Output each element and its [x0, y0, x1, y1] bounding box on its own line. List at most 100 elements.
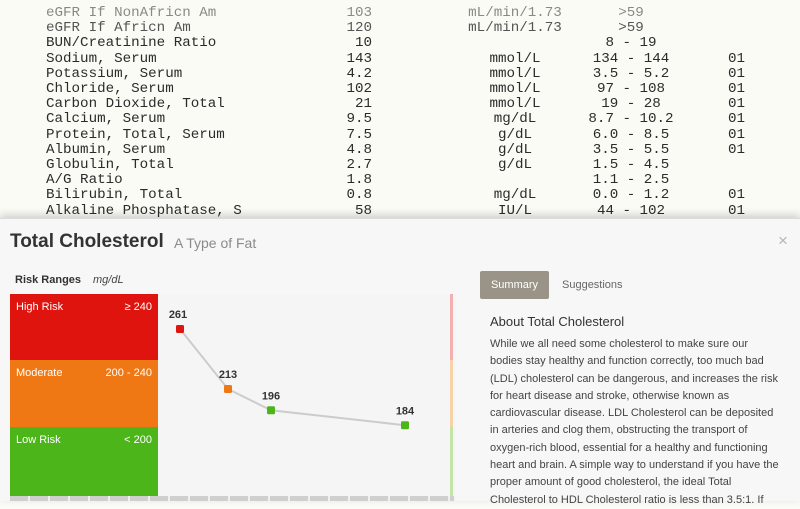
lab-row: Albumin, Serum 4.8 g/dL 3.5 - 5.5 01: [0, 141, 800, 158]
band-label: High Risk: [16, 301, 64, 313]
lab-range: 1.5 - 4.5: [592, 157, 670, 173]
lab-range: 0.0 - 1.2: [592, 187, 670, 204]
high-indicator-strip: [450, 294, 453, 360]
lab-row: Protein, Total, Serum 7.5 g/dL 6.0 - 8.5 01: [0, 126, 800, 143]
lab-value: 10: [354, 35, 372, 52]
tab-suggestions[interactable]: Suggestions: [562, 279, 623, 291]
lab-value: 21: [354, 96, 372, 113]
lab-row: eGFR If NonAfricn Am 103 mL/min/1.73 >59: [0, 5, 800, 21]
lab-range: 44 - 102: [596, 202, 666, 219]
lab-flag: 01: [728, 187, 746, 204]
lab-name: Protein, Total, Serum: [46, 126, 225, 143]
risk-unit-label: mg/dL: [93, 274, 124, 286]
data-point[interactable]: [176, 325, 184, 333]
card-subtitle: A Type of Fat: [174, 235, 257, 251]
lab-unit: IU/L: [497, 202, 533, 219]
card-title: Total Cholesterol: [10, 231, 164, 252]
series-line: [179, 328, 406, 427]
lab-name: Calcium, Serum: [46, 111, 166, 128]
lab-name: Albumin, Serum: [46, 141, 166, 158]
band-moderate: Moderate 200 - 240: [10, 360, 158, 427]
lab-range: >59: [618, 5, 644, 21]
lab-row: Potassium, Serum 4.2 mmol/L 3.5 - 5.2 01: [0, 65, 800, 82]
lab-unit: mmol/L: [489, 65, 541, 82]
lab-value: 103: [346, 5, 372, 21]
lab-unit: g/dL: [497, 157, 533, 173]
about-text: While we all need some cholesterol to ma…: [490, 338, 779, 506]
lab-row: Calcium, Serum 9.5 mg/dL 8.7 - 10.2 01: [0, 111, 800, 128]
cholesterol-chart: 261 213 196 184: [169, 309, 415, 430]
lab-value: 1.8: [346, 172, 372, 189]
lab-value: 102: [346, 81, 372, 97]
lab-unit: mmol/L: [489, 96, 541, 113]
lab-row: eGFR If Africn Am 120 mL/min/1.73 >59: [0, 20, 800, 37]
cholesterol-card: Total Cholesterol A Type of Fat × Risk R…: [0, 218, 800, 506]
data-point[interactable]: [224, 385, 232, 393]
lab-range: 6.0 - 8.5: [592, 126, 670, 143]
lab-unit: mmol/L: [489, 50, 541, 67]
lab-unit: mL/min/1.73: [468, 5, 562, 21]
lab-unit: mg/dL: [493, 111, 537, 128]
lab-row: Carbon Dioxide, Total 21 mmol/L 19 - 28 01: [0, 96, 800, 113]
lab-flag: 01: [728, 141, 746, 158]
data-label: 184: [396, 405, 415, 417]
lab-flag: 01: [728, 111, 746, 128]
band-label: Moderate: [16, 367, 63, 379]
lab-flag: 01: [728, 126, 746, 143]
lab-flag: 01: [728, 96, 746, 113]
lab-range: 3.5 - 5.2: [592, 65, 670, 82]
band-label: Low Risk: [16, 434, 61, 446]
lab-range: 8.7 - 10.2: [588, 111, 674, 128]
lab-value: 4.2: [346, 65, 372, 82]
data-point[interactable]: [267, 406, 275, 415]
lab-unit: mL/min/1.73: [468, 20, 562, 37]
data-label: 261: [169, 309, 187, 321]
lab-name: Alkaline Phosphatase, S: [46, 202, 242, 219]
data-point[interactable]: [401, 421, 409, 430]
lab-range: >59: [618, 20, 644, 37]
lab-flag: 01: [728, 81, 746, 97]
lab-value: 4.8: [346, 141, 372, 158]
data-label: 196: [262, 390, 280, 402]
band-low-risk: Low Risk < 200: [10, 427, 158, 501]
band-range: 200 - 240: [105, 367, 152, 379]
lab-value: 143: [346, 50, 372, 67]
lab-value: 58: [354, 202, 372, 219]
lab-name: Potassium, Serum: [46, 65, 183, 82]
lab-flag: 01: [728, 50, 746, 67]
lab-name: Bilirubin, Total: [46, 187, 183, 204]
lab-value: 2.7: [346, 157, 372, 173]
lab-value: 7.5: [346, 126, 372, 143]
lab-name: A/G Ratio: [46, 172, 123, 189]
band-range: ≥ 240: [124, 301, 152, 313]
lab-name: Sodium, Serum: [46, 50, 157, 67]
lab-range: 8 - 19: [605, 35, 657, 52]
lab-value: 0.8: [346, 187, 372, 204]
risk-ranges-heading: Risk Ranges: [15, 274, 82, 286]
lab-row: Alkaline Phosphatase, S 58 IU/L 44 - 102 01: [0, 202, 800, 219]
tab-summary[interactable]: Summary: [480, 271, 549, 299]
lab-row: BUN/Creatinine Ratio 10 8 - 19: [0, 35, 800, 52]
chart-plot-area: [158, 294, 456, 501]
lab-row: Chloride, Serum 102 mmol/L 97 - 108 01: [0, 81, 800, 97]
lab-range: 1.1 - 2.5: [592, 172, 670, 189]
lab-unit: g/dL: [497, 141, 533, 158]
lab-row: A/G Ratio 1.8 1.1 - 2.5: [0, 172, 800, 189]
lab-flag: 01: [728, 202, 746, 219]
lab-range: 19 - 28: [601, 96, 661, 113]
lab-name: eGFR If NonAfricn Am: [46, 5, 217, 21]
lab-range: 97 - 108: [596, 81, 666, 97]
band-range: < 200: [124, 434, 152, 446]
lab-row: Sodium, Serum 143 mmol/L 134 - 144 01: [0, 50, 800, 67]
lab-unit: g/dL: [497, 126, 533, 143]
band-high-risk: High Risk ≥ 240: [10, 294, 158, 360]
lab-range: 134 - 144: [592, 50, 670, 67]
about-title: About Total Cholesterol: [490, 314, 625, 329]
lab-name: BUN/Creatinine Ratio: [46, 35, 217, 52]
lab-row: Globulin, Total 2.7 g/dL 1.5 - 4.5: [0, 157, 800, 173]
close-icon[interactable]: ×: [778, 231, 788, 250]
lab-value: 9.5: [346, 111, 372, 128]
data-label: 213: [219, 369, 237, 381]
lab-flag: 01: [728, 65, 746, 82]
lab-name: Globulin, Total: [46, 157, 174, 173]
